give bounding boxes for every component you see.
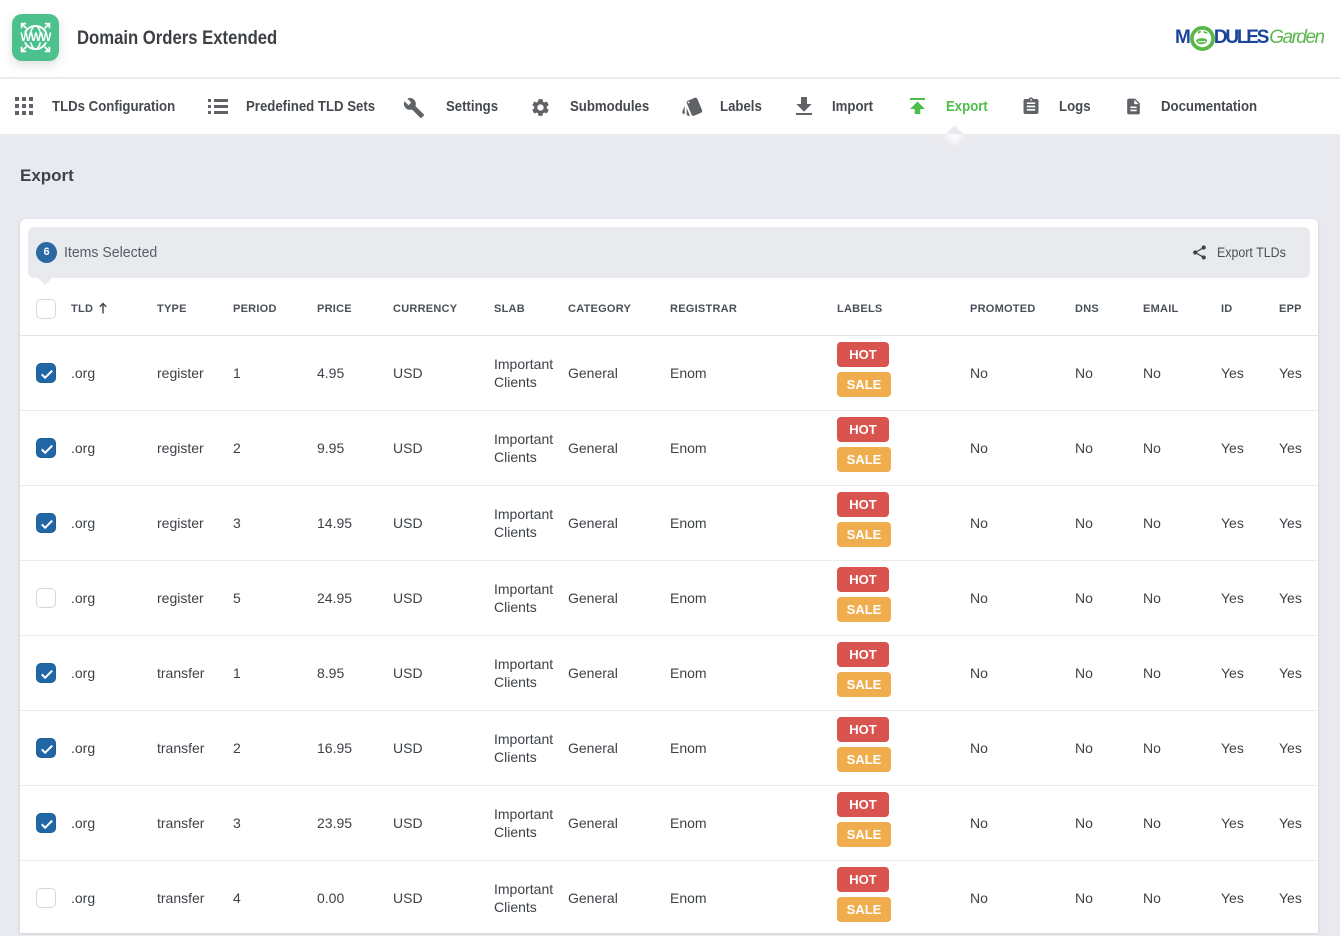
svg-text:WWW: WWW <box>20 32 51 44</box>
